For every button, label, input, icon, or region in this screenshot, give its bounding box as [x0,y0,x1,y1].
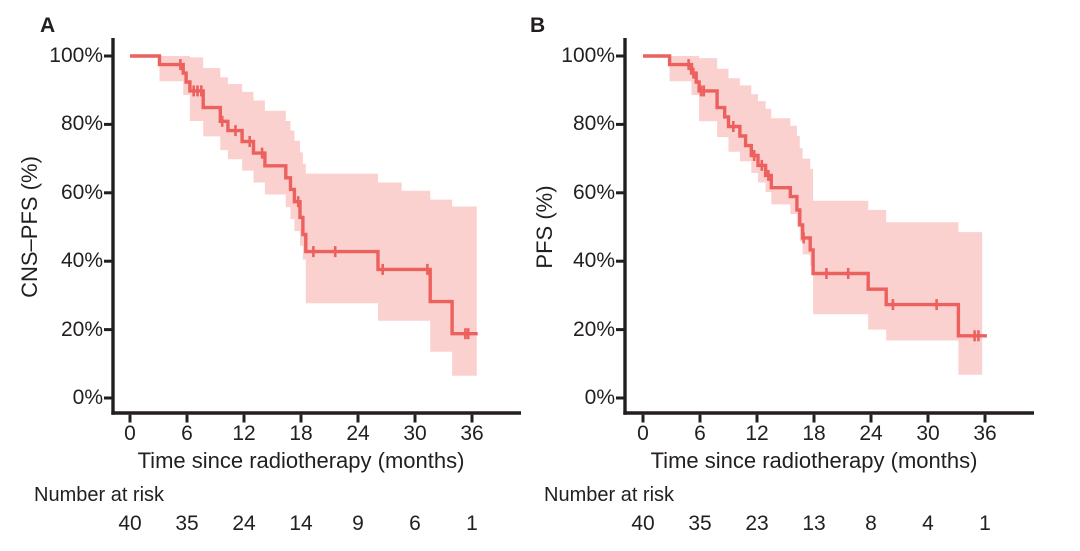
panel-b-x-axis-title: Time since radiotherapy (months) [650,448,978,473]
panel-a-chart [104,38,521,423]
panel-a-at-risk-36: 1 [466,512,478,535]
panel-b-at-risk-18: 13 [802,512,826,535]
panel-b-y-tick-label-100: 100% [561,44,615,67]
panel-a-at-risk-0: 40 [118,512,142,535]
panel-a-at-risk-18: 14 [289,512,313,535]
panel-a-y-tick-label-0: 0% [72,386,103,409]
panel-a-y-tick-label-80: 80% [60,112,103,136]
panel-a-survival-curve [130,54,478,336]
panel-a-at-risk-12: 24 [232,512,256,535]
panel-a-at-risk-30: 6 [409,512,421,535]
panel-a-y-tick-label-40: 40% [60,249,103,273]
panel-a-at-risk-24: 9 [352,512,364,535]
panel-b-x-tick-label-18: 18 [802,422,826,445]
panel-a-x-tick-label-6: 6 [181,422,193,445]
panel-b-y-tick-label-0: 0% [584,386,615,409]
panel-a-x-tick-label-12: 12 [232,422,256,445]
panel-a-x-tick-label-24: 24 [346,422,370,445]
panel-b-y-tick-label-20: 20% [572,317,615,341]
panel-b-y-tick-label-80: 80% [572,112,615,136]
panel-a-x-tick-label-36: 36 [460,422,484,445]
panel-a-number-at-risk-label: Number at risk [34,484,165,506]
panel-b-at-risk-24: 8 [865,512,877,535]
panel-b-y-tick-label-40: 40% [572,249,615,273]
panel-b-at-risk-12: 23 [745,512,769,535]
panel-b-chart [616,38,1034,423]
panel-b-at-risk-0: 40 [631,512,655,535]
panel-a-x-axis-title: Time since radiotherapy (months) [137,448,465,473]
panel-a-y-tick-label-20: 20% [60,317,103,341]
panel-b-y-tick-label-60: 60% [572,180,615,204]
panel-a-censor-marks [179,59,470,340]
panel-b-at-risk-6: 35 [688,512,712,535]
panel-b-x-tick-label-12: 12 [745,422,769,445]
panel-b-x-tick-label-24: 24 [859,422,883,445]
panel-b-x-tick-label-6: 6 [694,422,706,445]
panel-b-number-at-risk-label: Number at risk [544,484,675,506]
panel-b-ci-band [669,56,983,375]
panel-b-censor-marks [687,59,980,342]
panel-a-x-tick-label-0: 0 [124,422,136,445]
panel-b-letter: B [530,14,546,37]
panel-b-x-tick-label-30: 30 [916,422,940,445]
panel-a-at-risk-6: 35 [175,512,199,535]
panel-b-at-risk-30: 4 [922,512,934,535]
panel-b-x-tick-label-36: 36 [973,422,997,445]
panel-a-letter: A [40,14,56,37]
panel-a-ci-band [159,56,477,376]
panel-a-x-tick-label-30: 30 [403,422,427,445]
panel-a-y-tick-label-100: 100% [49,44,103,67]
panel-b-at-risk-36: 1 [979,512,991,535]
panel-b-x-tick-label-0: 0 [637,422,649,445]
panel-a-y-tick-label-60: 60% [60,180,103,204]
panel-a-x-tick-label-18: 18 [289,422,313,445]
